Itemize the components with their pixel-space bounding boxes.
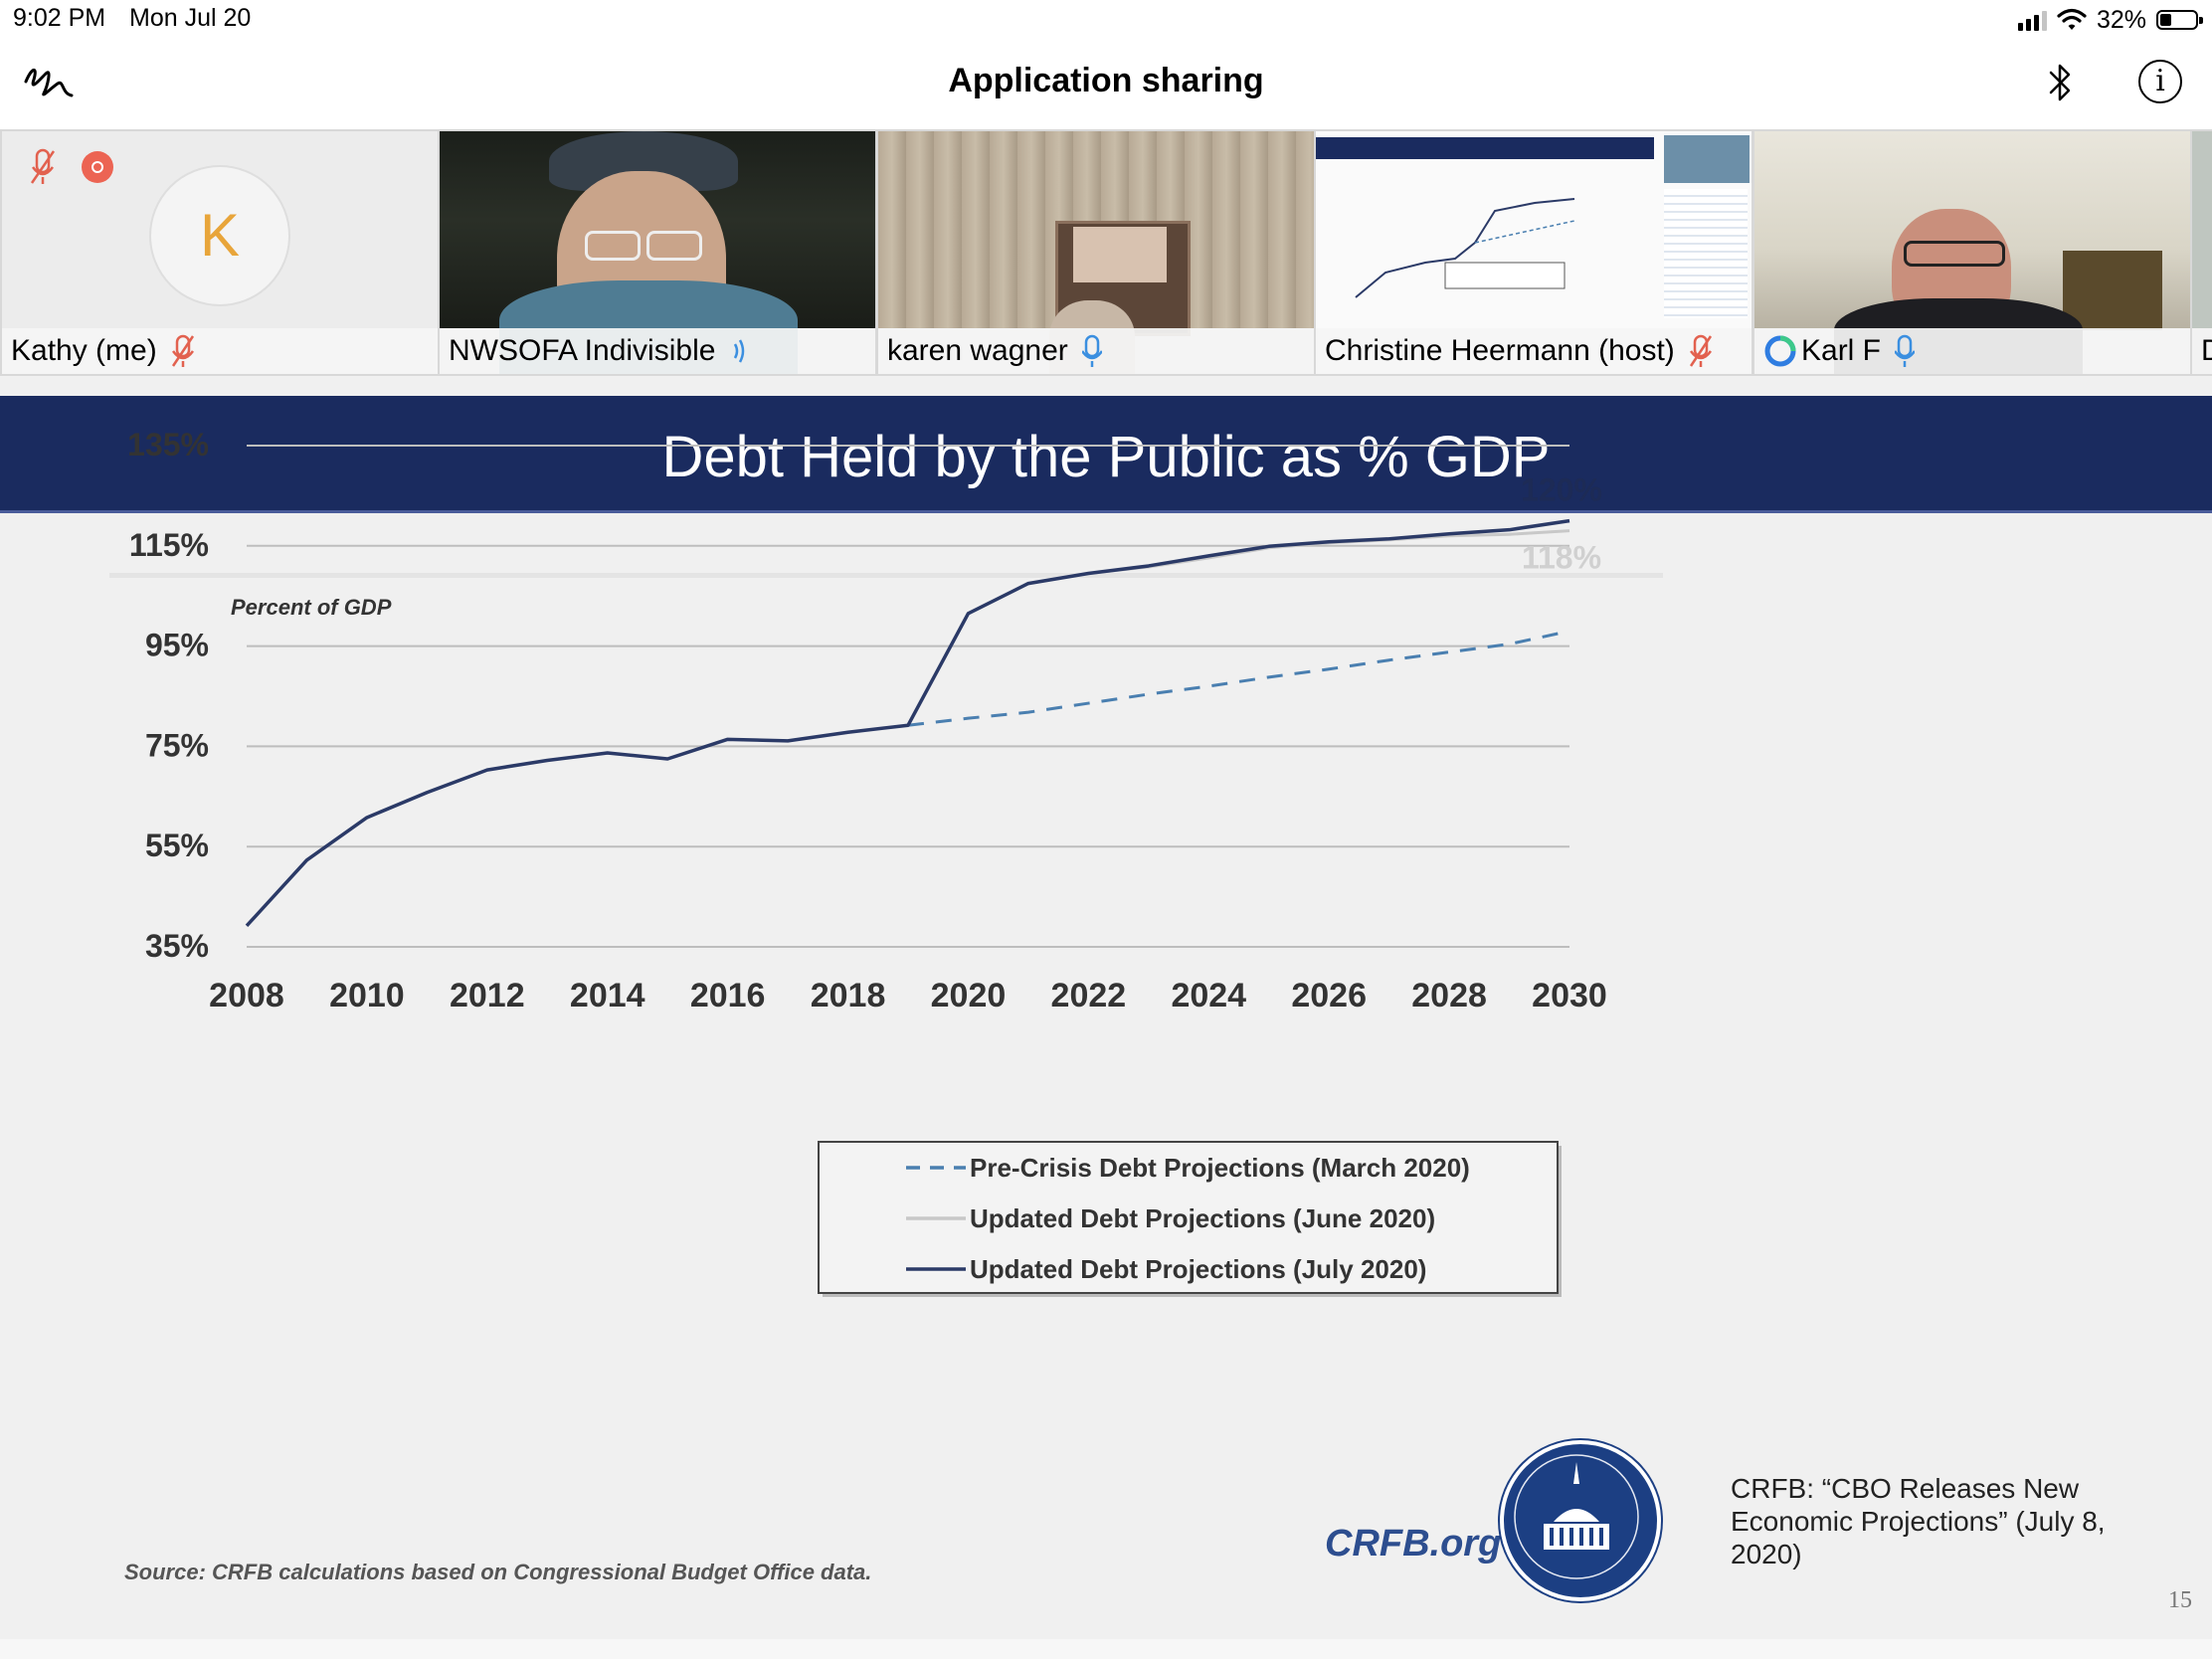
mic-muted-icon — [1689, 333, 1713, 369]
status-time: 9:02 PM — [13, 4, 105, 33]
page-number: 15 — [2168, 1587, 2192, 1614]
legend-label: Updated Debt Projections (July 2020) — [970, 1254, 1426, 1284]
x-tick-label: 2022 — [1051, 977, 1127, 1014]
battery-icon — [2156, 10, 2198, 30]
loading-spinner-icon — [1763, 334, 1797, 368]
participant-name-bar: Karl F — [1754, 328, 2190, 374]
data-label: 120% — [1521, 472, 1602, 508]
x-tick-label: 2020 — [931, 977, 1007, 1014]
participant-tile[interactable]: K Kathy (me) — [2, 131, 438, 374]
bottom-band — [0, 1639, 2212, 1659]
legend-label: Updated Debt Projections (June 2020) — [970, 1203, 1435, 1233]
speaking-indicator-icon — [729, 334, 749, 368]
participant-tile[interactable]: NWSOFA Indivisible — [440, 131, 875, 374]
y-tick-label: 115% — [129, 527, 209, 563]
status-bar: 9:02 PM Mon Jul 20 32% — [0, 0, 2212, 40]
x-tick-label: 2010 — [329, 977, 405, 1014]
series-line — [247, 521, 1569, 926]
x-tick-label: 2026 — [1291, 977, 1367, 1014]
recording-icon — [82, 151, 113, 183]
mic-muted-icon — [171, 333, 195, 369]
participant-name: Christine Heermann (host) — [1325, 334, 1675, 368]
y-tick-label: 135% — [127, 427, 209, 462]
participant-tile[interactable]: karen wagner — [878, 131, 1314, 374]
video-feed — [1754, 131, 2190, 328]
x-tick-label: 2012 — [450, 977, 525, 1014]
participant-name-bar: Christine Heermann (host) — [1316, 328, 1751, 374]
participant-name: D — [2201, 334, 2212, 368]
crfb-seal-logo — [1500, 1440, 1661, 1601]
mic-icon — [1082, 333, 1102, 369]
x-tick-label: 2014 — [570, 977, 645, 1014]
participant-tile[interactable]: Christine Heermann (host) — [1316, 131, 1751, 374]
participant-name-bar: karen wagner — [878, 328, 1314, 374]
crfb-url: CRFB.org — [1325, 1523, 1501, 1566]
x-tick-label: 2008 — [209, 977, 284, 1014]
avatar: K — [149, 165, 290, 306]
status-indicators: 32% — [2018, 4, 2198, 36]
mic-icon — [1895, 333, 1915, 369]
shared-screen-thumbnail — [1316, 131, 1751, 328]
citation: CRFB: “CBO Releases New Economic Project… — [1731, 1472, 2158, 1570]
x-tick-label: 2018 — [811, 977, 886, 1014]
participant-name-bar: Kathy (me) — [2, 328, 438, 374]
shared-slide[interactable]: Debt Held by the Public as % GDP Percent… — [0, 376, 2212, 1639]
chart-top-rule — [109, 573, 1663, 578]
cellular-signal-icon — [2018, 9, 2047, 31]
battery-level — [2160, 14, 2171, 26]
page-title: Application sharing — [0, 62, 2212, 100]
y-tick-label: 35% — [145, 928, 209, 964]
x-tick-label: 2024 — [1171, 977, 1246, 1014]
y-axis-label: Percent of GDP — [231, 595, 392, 620]
x-tick-label: 2030 — [1532, 977, 1607, 1014]
y-tick-label: 95% — [145, 628, 209, 663]
x-tick-label: 2028 — [1411, 977, 1487, 1014]
participant-tile[interactable]: Karl F — [1754, 131, 2190, 374]
participant-name-bar: D — [2192, 328, 2212, 374]
y-tick-label: 75% — [145, 727, 209, 763]
line-chart: Percent of GDP 35% 55% 75% 95% 115% 135% 2008… — [0, 376, 2212, 1639]
mic-muted-icon[interactable] — [28, 147, 58, 187]
battery-percent: 32% — [2097, 6, 2146, 35]
bluetooth-icon[interactable] — [2044, 60, 2076, 105]
source-note: Source: CRFB calculations based on Congr… — [124, 1560, 871, 1585]
video-feed — [440, 131, 875, 328]
series-line — [908, 531, 1569, 726]
participant-name: NWSOFA Indivisible — [449, 334, 715, 368]
wifi-icon — [2057, 8, 2087, 32]
x-tick-label: 2016 — [690, 977, 766, 1014]
participant-name: karen wagner — [887, 334, 1068, 368]
participant-tile[interactable]: D — [2192, 131, 2212, 374]
info-icon[interactable]: i — [2138, 60, 2182, 103]
participant-name: Karl F — [1801, 334, 1881, 368]
participant-name-bar: NWSOFA Indivisible — [440, 328, 875, 374]
participant-name: Kathy (me) — [11, 334, 157, 368]
participant-strip[interactable]: K Kathy (me) NWSOFA Indivisible — [0, 129, 2212, 376]
status-date: Mon Jul 20 — [129, 4, 251, 33]
y-tick-label: 55% — [145, 828, 209, 863]
data-label: 118% — [1522, 540, 1601, 576]
app-header: Application sharing i — [0, 40, 2212, 127]
legend-label: Pre-Crisis Debt Projections (March 2020) — [970, 1153, 1470, 1183]
video-feed — [878, 131, 1314, 328]
